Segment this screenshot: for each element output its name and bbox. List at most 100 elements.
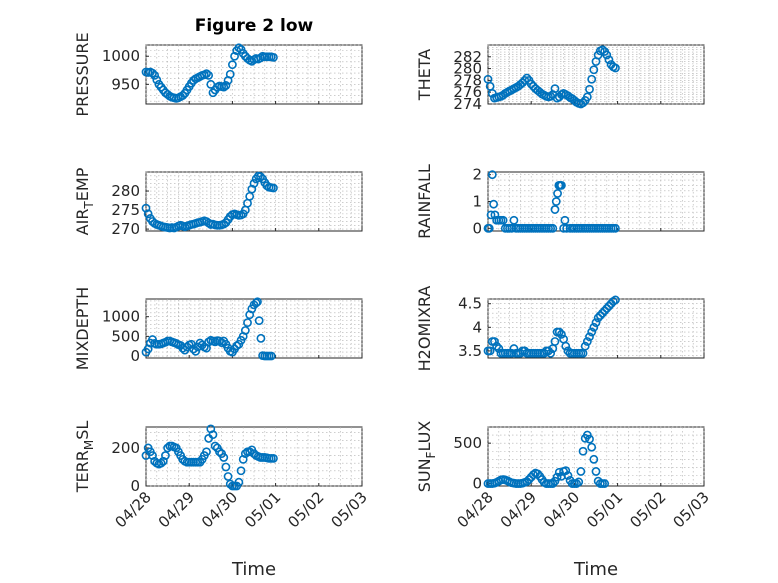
data-point	[204, 70, 214, 80]
data-point	[582, 337, 592, 346]
data-point	[526, 79, 536, 89]
x-tick-label: 04/29	[497, 488, 540, 531]
data-point	[611, 63, 620, 73]
data-point	[604, 301, 614, 311]
data-point	[489, 199, 499, 209]
y-tick-label: 0	[472, 219, 482, 237]
y-tick-label: 1000	[102, 47, 140, 65]
x-tick-label: 05/03	[670, 488, 713, 531]
y-tick-label: 275	[111, 201, 140, 219]
data-point	[178, 91, 188, 100]
y-tick-label: 274	[453, 95, 482, 113]
data-point	[225, 69, 235, 79]
data-point	[484, 223, 494, 233]
data-point	[150, 70, 160, 80]
data-point	[561, 341, 571, 351]
data-point	[486, 210, 496, 220]
data-point	[234, 43, 244, 53]
data-point	[550, 84, 560, 94]
data-point	[522, 477, 532, 486]
data-point	[266, 351, 276, 361]
subplot-1: 950 1000 PRESSURE	[73, 32, 363, 117]
data-point	[253, 297, 262, 307]
x-axis-label: Time	[573, 559, 618, 580]
data-point	[572, 479, 581, 488]
data-point	[557, 181, 566, 190]
data-point	[202, 69, 211, 79]
x-tick-label: 05/01	[241, 488, 284, 531]
data-point	[148, 68, 157, 78]
data-point	[221, 462, 231, 472]
data-point	[208, 430, 218, 440]
y-tick-label: 0	[130, 477, 140, 495]
data-point	[254, 316, 264, 326]
data-point	[553, 189, 562, 198]
data-point	[191, 346, 201, 356]
data-point	[230, 51, 239, 61]
data-point	[551, 197, 561, 206]
data-point	[269, 183, 278, 193]
x-tick-label: 04/30	[540, 488, 583, 531]
data-point	[215, 447, 224, 457]
data-point	[485, 346, 495, 356]
subplot-6: 3.5 4 4.5 H2OMIXRA	[415, 286, 705, 372]
y-tick-label: 4	[472, 318, 482, 336]
y-axis-label: TERRMSL	[73, 421, 96, 494]
data-point	[589, 322, 599, 332]
y-axis-label: SUNFLUX	[415, 421, 438, 493]
data-point	[520, 76, 530, 85]
y-tick-label: 280	[453, 60, 482, 78]
y-tick-label: 4.5	[458, 295, 482, 313]
data-point	[217, 338, 226, 348]
data-point	[243, 318, 252, 327]
data-point	[557, 329, 566, 339]
data-point	[487, 170, 497, 180]
data-point	[256, 172, 265, 181]
data-point	[582, 92, 592, 102]
data-point	[591, 318, 601, 327]
x-tick-label: 04/30	[198, 488, 241, 531]
data-point	[269, 454, 278, 463]
data-point	[560, 215, 570, 225]
y-axis-label: RAINFALL	[415, 164, 434, 239]
data-point	[232, 341, 242, 351]
x-tick-label: 04/29	[155, 488, 198, 531]
data-point	[602, 50, 612, 60]
x-tick-label: 05/01	[583, 488, 626, 531]
data-point	[219, 453, 229, 462]
data-point	[585, 434, 594, 444]
x-tick-label: 05/02	[284, 488, 327, 531]
data-point	[189, 344, 198, 354]
y-tick-label: 500	[453, 434, 482, 452]
data-point	[219, 82, 229, 92]
data-point	[548, 479, 558, 488]
data-point	[578, 98, 588, 108]
data-point	[546, 348, 556, 358]
data-point	[604, 55, 614, 65]
y-tick-label: 2	[472, 166, 482, 184]
data-point	[576, 467, 586, 476]
data-point	[202, 447, 211, 457]
data-point	[580, 341, 590, 351]
y-axis-label: THETA	[415, 49, 434, 101]
y-axis-label: H2OMIXRA	[415, 286, 434, 372]
data-point	[591, 467, 601, 476]
data-point	[598, 308, 607, 318]
data-point	[522, 73, 532, 83]
data-point	[524, 475, 534, 484]
x-tick-label: 05/03	[328, 488, 371, 531]
data-point	[490, 337, 499, 346]
data-point	[600, 306, 610, 316]
y-tick-label: 0	[472, 475, 482, 493]
data-point	[152, 75, 162, 85]
data-point	[578, 446, 588, 456]
data-point	[223, 472, 233, 481]
y-tick-label: 270	[111, 220, 140, 238]
y-tick-label: 278	[453, 71, 482, 89]
data-point	[245, 447, 255, 457]
data-point	[550, 205, 560, 214]
data-point	[554, 327, 564, 337]
